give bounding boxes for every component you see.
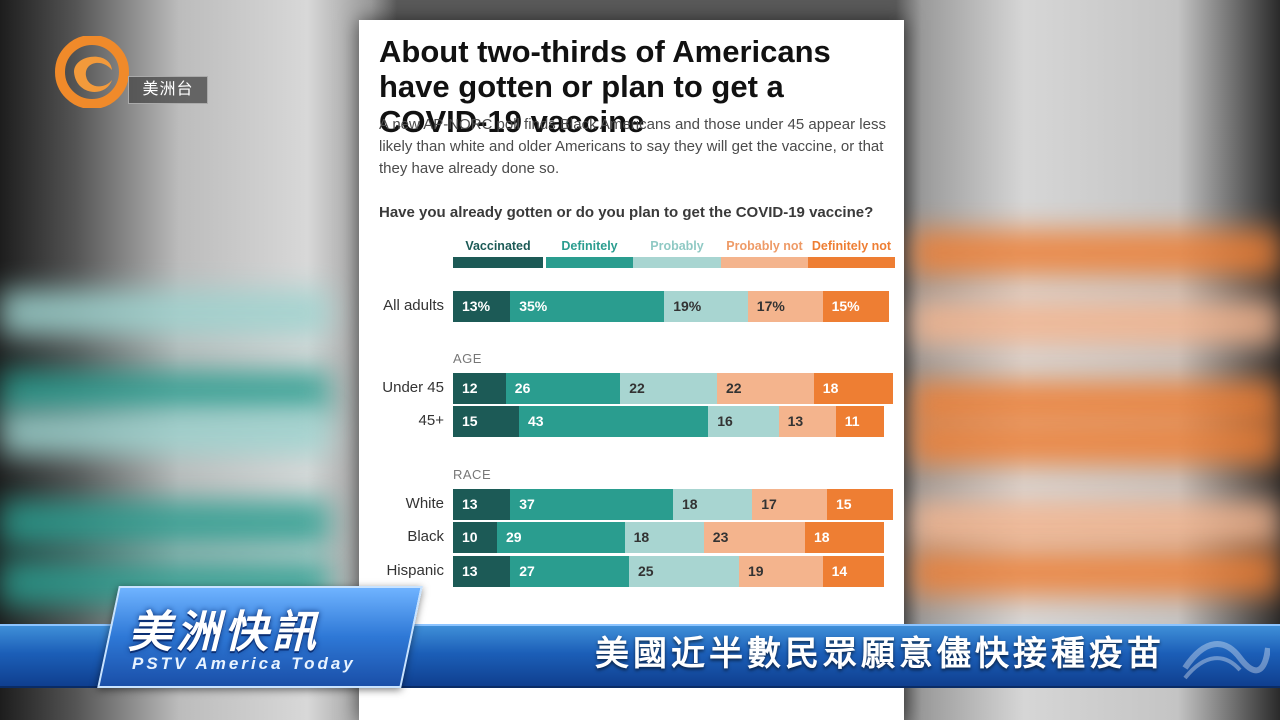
bar-hispanic-vaccinated [453, 556, 511, 587]
station-name: 美洲台 [128, 76, 208, 104]
bar-black-probably-not [703, 522, 805, 553]
data-label-all-adults-probably: 19% [673, 298, 702, 314]
data-label-all-adults-definitely-not: 15% [831, 298, 860, 314]
group-label-age: AGE [453, 351, 482, 366]
bar-black-probably [624, 522, 704, 553]
program-title-en: PSTV America Today [132, 654, 356, 673]
bar-hispanic-probably-not [739, 556, 823, 587]
row-label-black: Black [407, 528, 444, 545]
legend-label-definitely-not: Definitely not [811, 239, 892, 253]
data-label-hispanic-definitely-not: 14 [831, 563, 848, 579]
bar-under-45-probably [620, 373, 717, 404]
data-label-under-45-definitely: 26 [514, 380, 531, 396]
bar-under-45-vaccinated [453, 373, 506, 404]
data-label-45-probably-not: 13 [787, 413, 804, 429]
row-label-white: White [405, 495, 444, 512]
bar-black-definitely-not [805, 522, 885, 553]
data-label-black-definitely-not: 18 [814, 529, 830, 545]
graphic-subtitle: A new AP-NORC poll finds Black Americans… [379, 116, 886, 177]
data-label-hispanic-vaccinated: 13 [462, 563, 478, 579]
data-label-45-vaccinated: 15 [462, 413, 478, 429]
news-headline: 美國近半數民眾願意儘快接種疫苗 [595, 635, 1165, 673]
row-label-45: 45+ [418, 412, 444, 429]
bar-45-probably [708, 406, 779, 437]
bar-45-definitely [519, 406, 709, 437]
bar-under-45-definitely [505, 373, 621, 404]
data-label-under-45-probably-not: 22 [726, 380, 742, 396]
data-label-black-definitely: 29 [506, 529, 522, 545]
wave-decoration-icon [1182, 641, 1270, 680]
data-label-all-adults-definitely: 35% [519, 298, 548, 314]
row-label-all-adults: All adults [383, 297, 444, 314]
data-label-45-definitely: 43 [528, 413, 544, 429]
bar-all-adults-probably [664, 291, 748, 322]
legend-swatch-probably-not [721, 257, 808, 268]
data-label-under-45-probably: 22 [629, 380, 645, 396]
legend-swatch-definitely-not [808, 257, 895, 268]
row-label-under-45: Under 45 [382, 379, 444, 396]
legend-swatch-vaccinated [453, 257, 543, 268]
data-label-white-probably-not: 17 [761, 496, 777, 512]
bar-under-45-definitely-not [813, 373, 893, 404]
bar-white-definitely-not [827, 489, 893, 520]
group-label-race: RACE [453, 467, 492, 482]
data-label-under-45-vaccinated: 12 [462, 380, 478, 396]
poll-question: Have you already gotten or do you plan t… [379, 204, 874, 221]
data-label-black-probably: 18 [633, 529, 650, 545]
bar-all-adults-definitely-not [822, 291, 889, 322]
data-label-all-adults-vaccinated: 13% [462, 298, 491, 314]
bar-45-vaccinated [453, 406, 519, 437]
data-label-white-definitely-not: 15 [836, 496, 852, 512]
bar-white-probably [673, 489, 753, 520]
data-label-black-probably-not: 23 [712, 529, 729, 545]
bar-45-definitely-not [835, 406, 885, 437]
phoenix-logo-icon [55, 36, 129, 108]
poll-graphic: About two-thirds of Americans have gotte… [359, 20, 904, 720]
legend-label-definitely: Definitely [561, 239, 618, 253]
bar-under-45-probably-not [717, 373, 814, 404]
data-label-all-adults-probably-not: 17% [756, 298, 785, 314]
bar-all-adults-definitely [510, 291, 665, 322]
data-label-hispanic-probably: 25 [638, 563, 654, 579]
bar-hispanic-probably [629, 556, 739, 587]
legend-label-probably: Probably [650, 239, 704, 253]
legend-label-vaccinated: Vaccinated [465, 239, 531, 253]
data-label-white-definitely: 37 [519, 496, 535, 512]
data-label-under-45-definitely-not: 18 [822, 380, 839, 396]
legend-swatch-definitely [546, 257, 633, 268]
data-label-45-probably: 16 [717, 413, 733, 429]
bar-45-probably-not [778, 406, 836, 437]
bar-hispanic-definitely-not [822, 556, 885, 587]
bar-white-definitely [510, 489, 673, 520]
bar-white-probably-not [752, 489, 827, 520]
data-label-45-definitely-not: 11 [844, 413, 860, 429]
bar-hispanic-definitely [510, 556, 629, 587]
program-title-cn: 美洲快訊 [128, 608, 320, 657]
legend-swatch-probably [633, 257, 721, 268]
bar-all-adults-vaccinated [453, 291, 511, 322]
graphic-title: About two-thirds of Americans have gotte… [379, 34, 831, 139]
bar-black-definitely [497, 522, 625, 553]
legend-label-probably-not: Probably not [726, 239, 803, 253]
bar-white-vaccinated [453, 489, 511, 520]
data-label-white-probably: 18 [682, 496, 698, 512]
data-label-black-vaccinated: 10 [462, 529, 478, 545]
data-label-hispanic-probably-not: 19 [748, 563, 764, 579]
bar-black-vaccinated [453, 522, 497, 553]
bar-all-adults-probably-not [747, 291, 823, 322]
row-label-hispanic: Hispanic [386, 562, 444, 579]
data-label-hispanic-definitely: 27 [519, 563, 535, 579]
data-label-white-vaccinated: 13 [462, 496, 478, 512]
